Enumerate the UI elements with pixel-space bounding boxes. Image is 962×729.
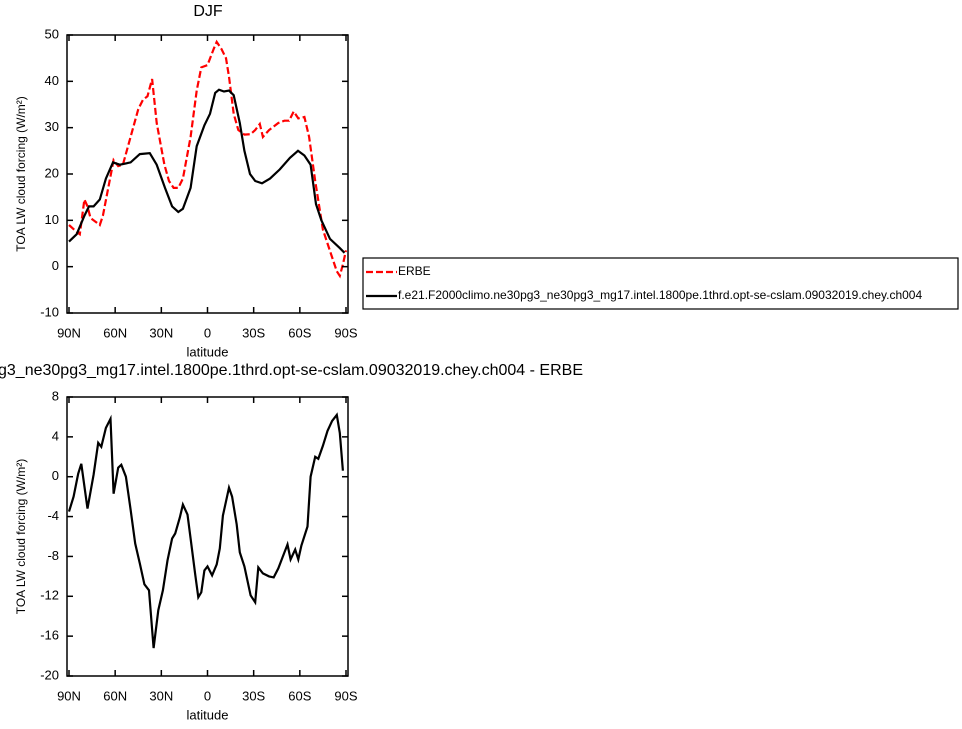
plot-frame <box>66 34 349 314</box>
y-tick-label: 40 <box>45 73 59 88</box>
x-tick-label: 60S <box>288 325 311 340</box>
y-tick-label: -20 <box>40 667 59 682</box>
y-tick-label: 20 <box>45 165 59 180</box>
x-tick-label: 90N <box>57 688 81 703</box>
x-axis-label: latitude <box>187 344 229 359</box>
y-tick-label: 50 <box>45 26 59 41</box>
plot-frame <box>66 396 349 677</box>
chart-title: DJF <box>193 3 223 20</box>
chart-title: g3_ne30pg3_mg17.intel.1800pe.1thrd.opt-s… <box>0 362 583 379</box>
x-tick-label: 90S <box>334 325 357 340</box>
legend-box <box>362 257 959 310</box>
y-tick-label: -16 <box>40 628 59 643</box>
y-tick-label: -10 <box>40 304 59 319</box>
y-tick-label: 4 <box>52 428 59 443</box>
x-tick-label: 0 <box>204 325 211 340</box>
data-line <box>68 39 348 279</box>
x-tick-label: 60N <box>103 688 127 703</box>
legend-label: f.e21.F2000climo.ne30pg3_ne30pg3_mg17.in… <box>398 288 922 302</box>
y-tick-label: -12 <box>40 588 59 603</box>
x-axis-label: latitude <box>187 707 229 722</box>
y-axis-label: TOA LW cloud forcing (W/m²) <box>14 96 28 252</box>
legend-label: ERBE <box>398 264 431 278</box>
y-tick-label: -4 <box>47 508 59 523</box>
x-tick-label: 60S <box>288 688 311 703</box>
data-line <box>68 88 346 254</box>
data-line <box>67 412 344 649</box>
x-tick-label: 90N <box>57 325 81 340</box>
x-tick-label: 90S <box>334 688 357 703</box>
y-tick-label: 0 <box>52 258 59 273</box>
x-tick-label: 30N <box>149 688 173 703</box>
x-tick-label: 30N <box>149 325 173 340</box>
y-tick-label: 0 <box>52 468 59 483</box>
y-tick-label: 30 <box>45 119 59 134</box>
y-axis-label: TOA LW cloud forcing (W/m²) <box>14 459 28 615</box>
x-tick-label: 0 <box>204 688 211 703</box>
x-tick-label: 30S <box>242 325 265 340</box>
y-tick-label: -8 <box>47 548 59 563</box>
x-tick-label: 30S <box>242 688 265 703</box>
x-tick-label: 60N <box>103 325 127 340</box>
y-tick-label: 8 <box>52 388 59 403</box>
y-tick-label: 10 <box>45 212 59 227</box>
